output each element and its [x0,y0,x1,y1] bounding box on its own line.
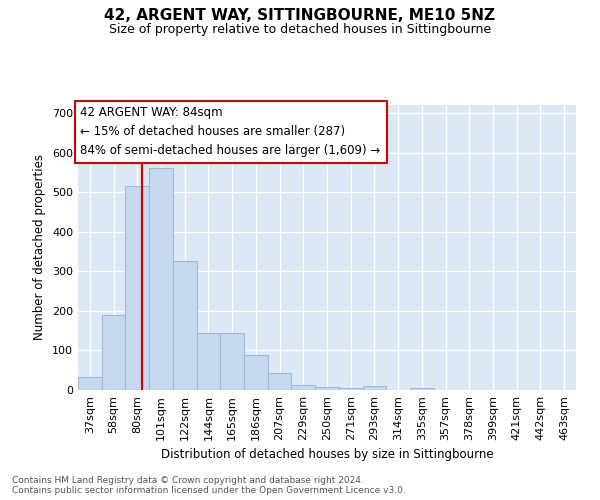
X-axis label: Distribution of detached houses by size in Sittingbourne: Distribution of detached houses by size … [161,448,493,462]
Bar [102,315,125,390]
Text: Contains HM Land Registry data © Crown copyright and database right 2024.
Contai: Contains HM Land Registry data © Crown c… [12,476,406,495]
Text: 42 ARGENT WAY: 84sqm
← 15% of detached houses are smaller (287)
84% of semi-deta: 42 ARGENT WAY: 84sqm ← 15% of detached h… [80,106,381,158]
Y-axis label: Number of detached properties: Number of detached properties [34,154,46,340]
Bar [339,388,362,390]
Bar [362,386,386,390]
Bar [244,355,268,390]
Bar [292,385,315,390]
Text: 42, ARGENT WAY, SITTINGBOURNE, ME10 5NZ: 42, ARGENT WAY, SITTINGBOURNE, ME10 5NZ [104,8,496,22]
Bar [125,186,149,390]
Text: Size of property relative to detached houses in Sittingbourne: Size of property relative to detached ho… [109,22,491,36]
Bar [149,168,173,390]
Bar [410,388,434,390]
Bar [315,387,339,390]
Bar [173,262,197,390]
Bar [197,334,220,390]
Bar [268,374,292,390]
Bar [220,334,244,390]
Bar [78,377,102,390]
